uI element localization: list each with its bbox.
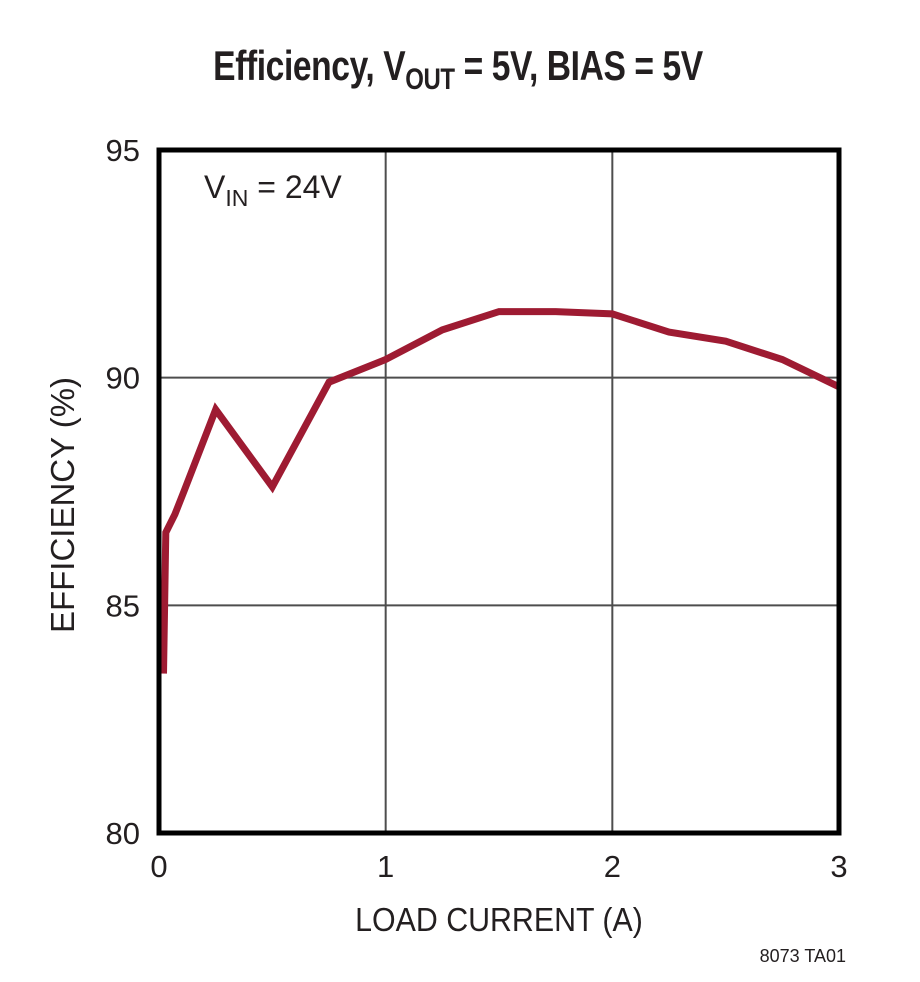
efficiency-curve bbox=[160, 308, 841, 674]
y-tick-label-80: 80 bbox=[106, 816, 140, 851]
y-tick-label-85: 85 bbox=[106, 588, 140, 623]
vin-annotation: VIN = 24V bbox=[204, 169, 342, 211]
tick-labels: 0 1 2 3 80 85 90 95 bbox=[106, 133, 848, 884]
curve-layer bbox=[160, 308, 841, 674]
x-axis-label: LOAD CURRENT (A) bbox=[355, 901, 643, 938]
y-tick-label-95: 95 bbox=[106, 133, 140, 168]
y-axis-label: EFFICIENCY (%) bbox=[44, 377, 81, 633]
gridlines bbox=[159, 150, 839, 833]
x-tick-label-1: 1 bbox=[377, 849, 394, 884]
x-tick-label-3: 3 bbox=[830, 849, 847, 884]
x-tick-label-0: 0 bbox=[150, 849, 167, 884]
y-tick-label-90: 90 bbox=[106, 361, 140, 396]
x-tick-label-2: 2 bbox=[604, 849, 621, 884]
chart-code: 8073 TA01 bbox=[760, 946, 846, 966]
plot-border bbox=[156, 147, 842, 836]
chart-title: Efficiency, VOUT = 5V, BIAS = 5V bbox=[213, 44, 704, 96]
